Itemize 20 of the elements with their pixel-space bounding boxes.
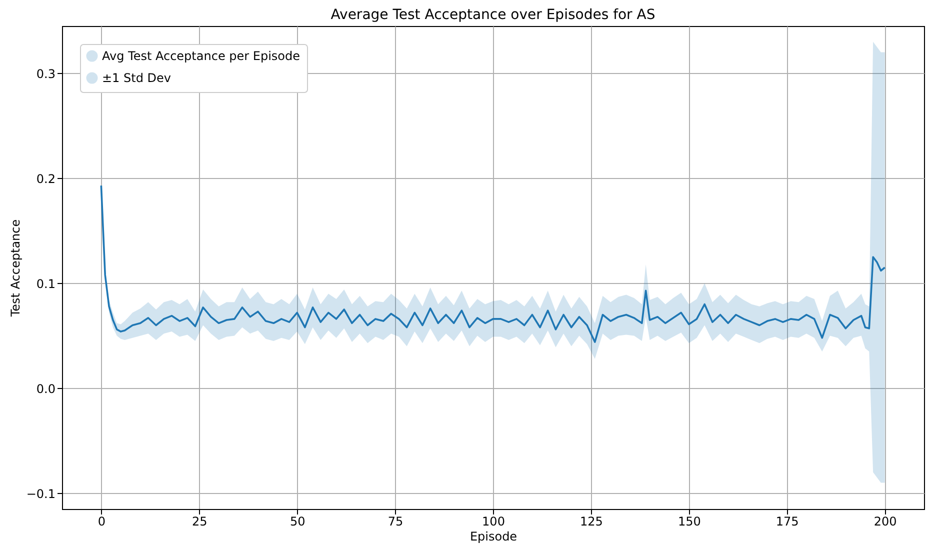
x-tick-label: 100 (482, 514, 505, 528)
x-tick-label: 50 (290, 514, 306, 528)
y-tick-label: 0.1 (36, 276, 56, 291)
x-tick-label: 125 (580, 514, 603, 528)
y-axis-title: Test Acceptance (8, 219, 22, 318)
y-tick-label: 0.2 (36, 172, 56, 186)
x-tick-label: 175 (776, 514, 799, 528)
line-series (100, 184, 886, 343)
y-tick-label: 0.3 (36, 66, 56, 81)
chart-title: Average Test Acceptance over Episodes for AS (330, 7, 656, 23)
x-tick-label: 0 (98, 514, 106, 528)
x-tick-label: 25 (192, 514, 208, 528)
x-tick-label: 200 (874, 514, 897, 528)
y-tick-label: −0.1 (26, 486, 56, 501)
y-tick-label: 0.0 (36, 382, 56, 396)
legend-label: Avg Test Acceptance per Episode (102, 49, 300, 63)
x-axis-title: Episode (470, 530, 518, 544)
annotation: ±1 Std Dev (102, 71, 171, 85)
x-tick-label: 75 (388, 514, 404, 528)
x-tick-label: 150 (678, 514, 701, 528)
